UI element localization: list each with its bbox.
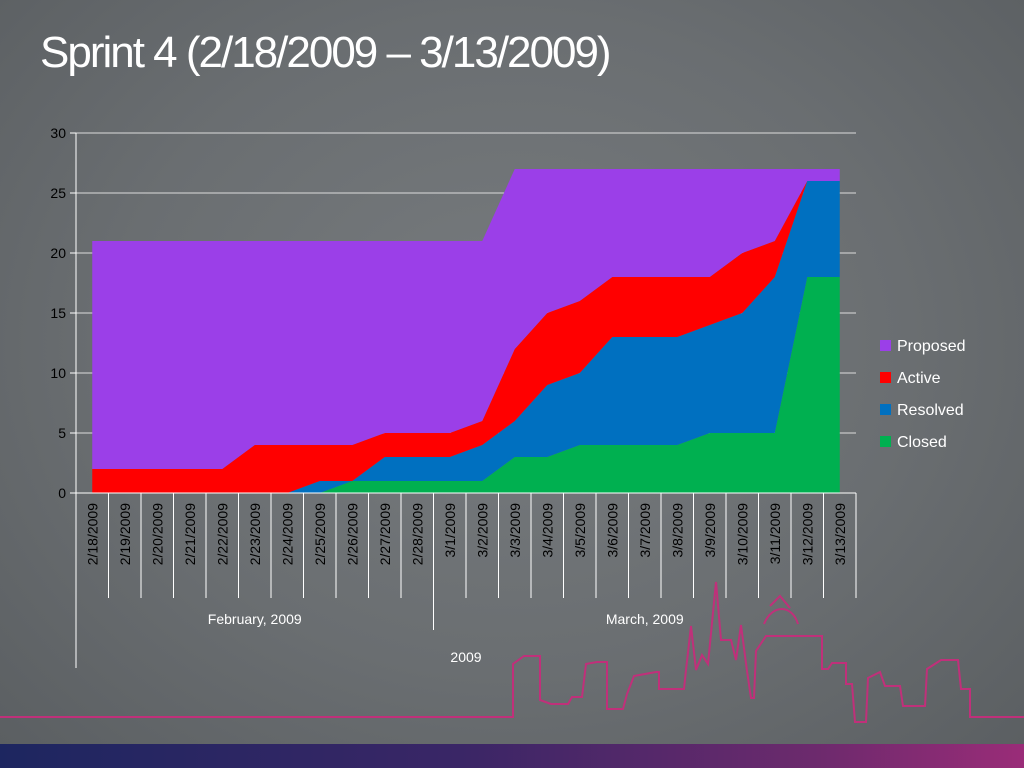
- x-tick-label: 3/10/2009: [734, 503, 750, 565]
- legend-swatch-closed: [880, 436, 891, 447]
- x-tick-label: 2/21/2009: [182, 503, 198, 565]
- x-tick-label: 2/28/2009: [409, 503, 425, 565]
- area-closed: [92, 277, 840, 493]
- area-resolved: [92, 181, 840, 493]
- x-tick-label: 3/8/2009: [669, 503, 685, 558]
- y-tick-label: 15: [50, 305, 66, 321]
- x-tick-label: 3/12/2009: [799, 503, 815, 565]
- x-tick-label: 2/19/2009: [117, 503, 133, 565]
- y-tick-label: 30: [50, 125, 66, 141]
- x-tick-label: 3/9/2009: [702, 503, 718, 558]
- month-group-label: February, 2009: [208, 611, 302, 627]
- y-tick-label: 0: [58, 485, 66, 501]
- y-tick-label: 10: [50, 365, 66, 381]
- x-tick-label: 3/6/2009: [604, 503, 620, 558]
- y-tick-label: 20: [50, 245, 66, 261]
- city-skyline-decoration: [0, 581, 1024, 723]
- x-tick-label: 3/13/2009: [832, 503, 848, 565]
- stacked-areas: [92, 169, 840, 493]
- x-tick-label: 3/1/2009: [442, 503, 458, 558]
- x-tick-label: 2/22/2009: [214, 503, 230, 565]
- x-tick-label: 3/3/2009: [507, 503, 523, 558]
- bottom-gradient-bar: [0, 744, 1024, 768]
- axes: 0 5 10 15 20 25 30 2/18/2009 2/19/2009 2/20/2009 2…: [50, 125, 857, 668]
- legend-label-resolved: Resolved: [897, 402, 964, 419]
- x-tick-label: 2/26/2009: [344, 503, 360, 565]
- legend-swatch-active: [880, 372, 891, 383]
- slide-title: Sprint 4 (2/18/2009 – 3/13/2009): [40, 28, 612, 77]
- legend-swatch-proposed: [880, 340, 891, 351]
- x-tick-label: 2/25/2009: [312, 503, 328, 565]
- legend-label-closed: Closed: [897, 434, 947, 451]
- y-tick-label: 5: [58, 425, 66, 441]
- area-active: [92, 181, 840, 493]
- legend: Proposed Active Resolved Closed: [880, 338, 966, 451]
- x-tick-label: 3/5/2009: [572, 503, 588, 558]
- x-tick-label: 2/23/2009: [247, 503, 263, 565]
- x-tick-label: 3/4/2009: [539, 503, 555, 558]
- legend-label-proposed: Proposed: [897, 338, 966, 355]
- legend-swatch-resolved: [880, 404, 891, 415]
- x-tick-label: 2/27/2009: [377, 503, 393, 565]
- year-label: 2009: [450, 649, 481, 665]
- legend-label-active: Active: [897, 370, 941, 387]
- x-tick-label: 2/24/2009: [279, 503, 295, 565]
- area-proposed: [92, 169, 840, 469]
- x-tick-label: 3/2/2009: [474, 503, 490, 558]
- y-tick-label: 25: [50, 185, 66, 201]
- x-tick-label: 3/7/2009: [637, 503, 653, 558]
- x-tick-label: 2/20/2009: [149, 503, 165, 565]
- x-tick-label: 2/18/2009: [84, 503, 100, 565]
- month-group-label: March, 2009: [606, 611, 684, 627]
- x-tick-label: 3/11/2009: [767, 503, 783, 564]
